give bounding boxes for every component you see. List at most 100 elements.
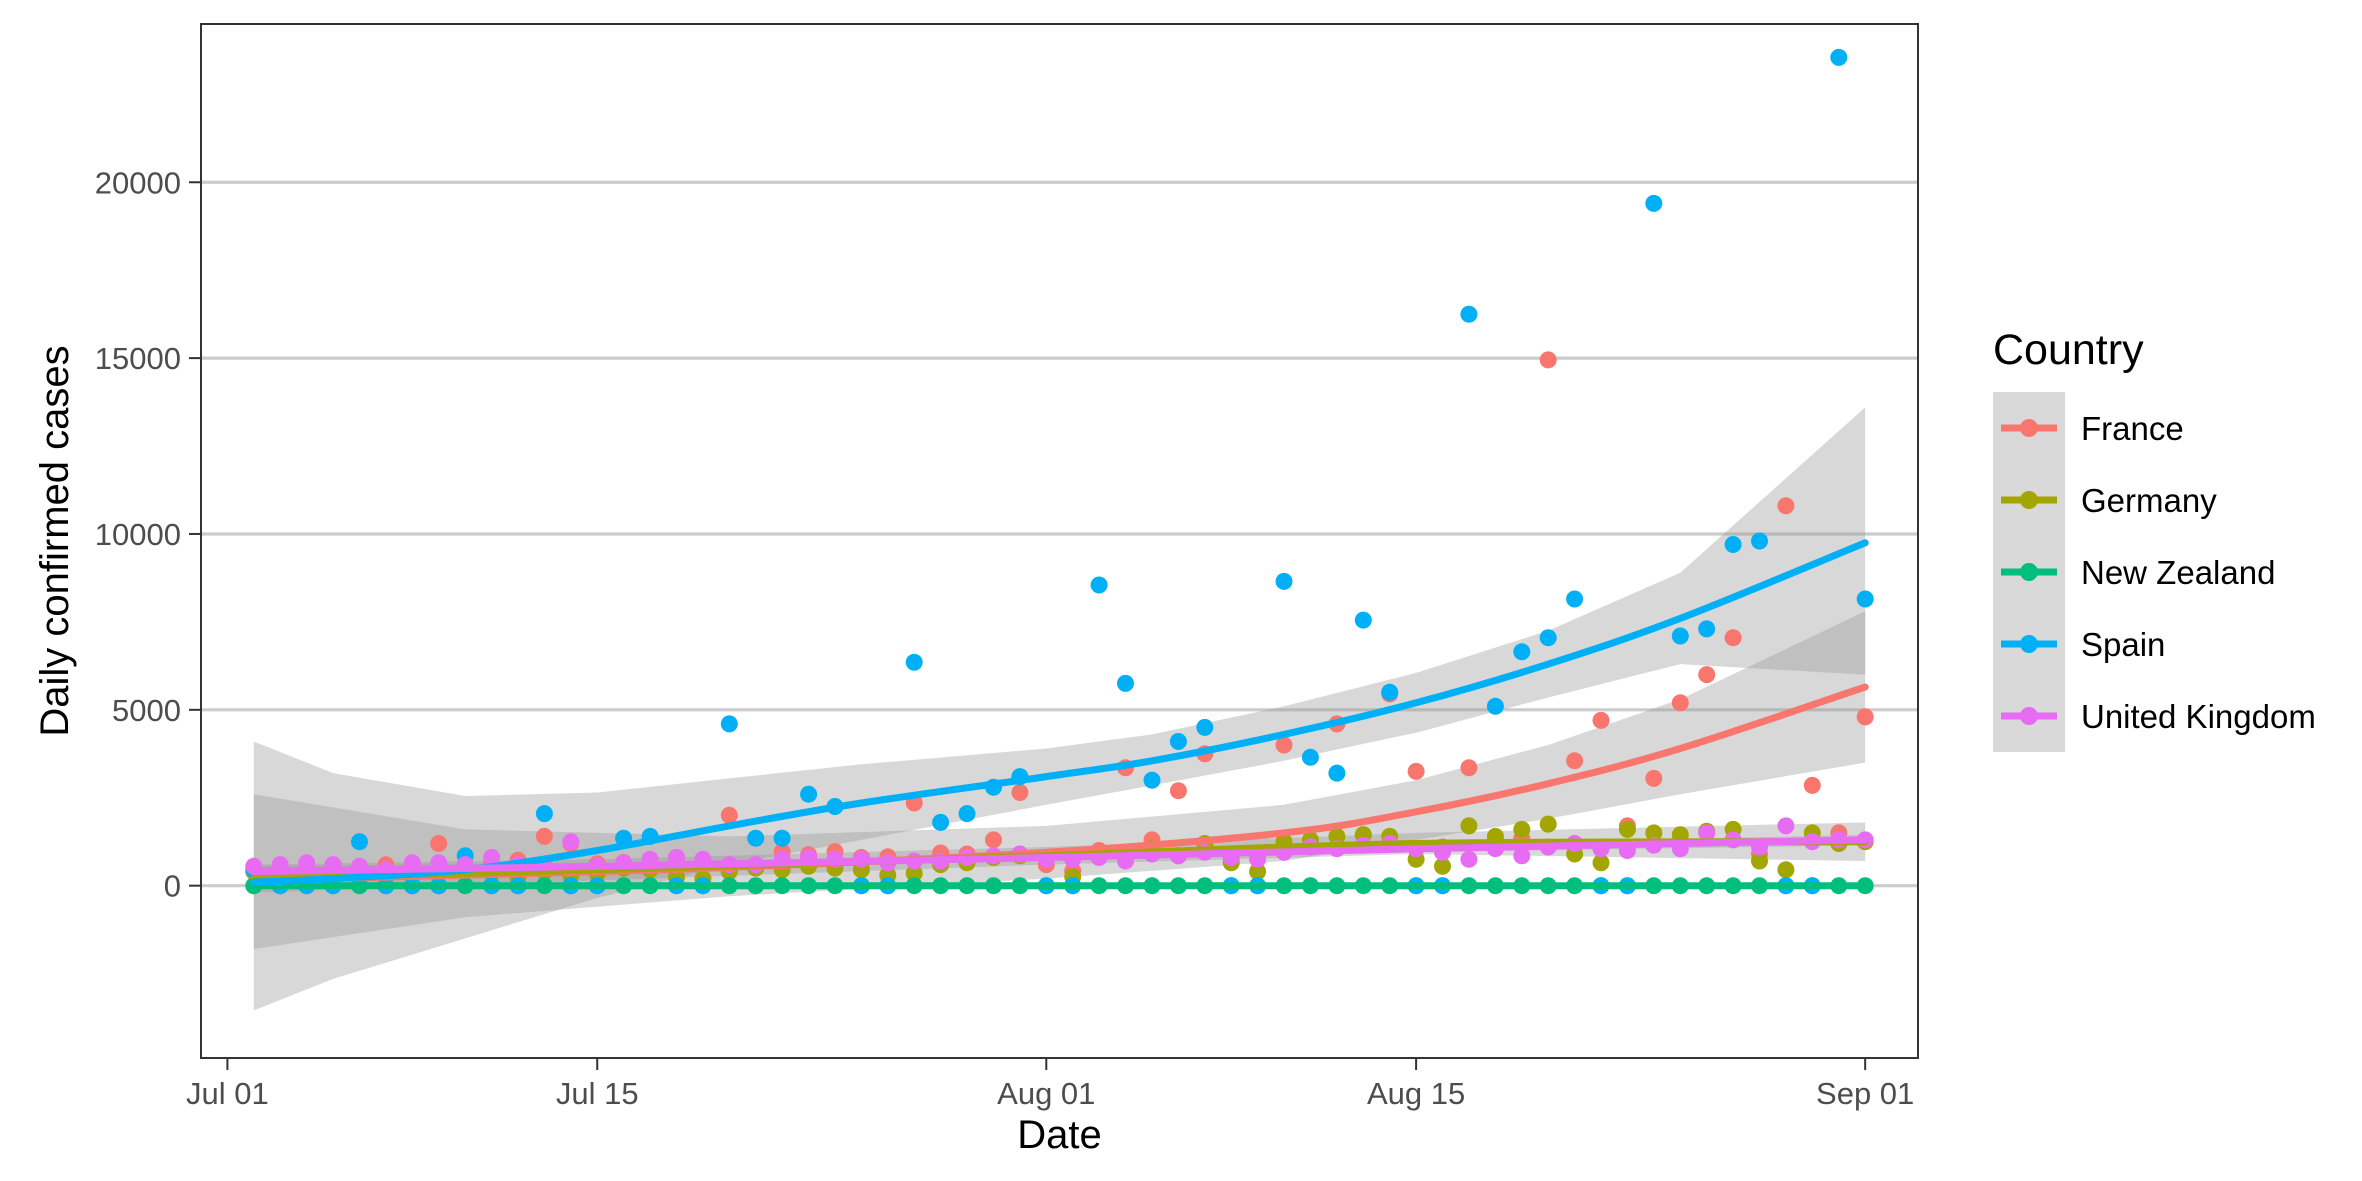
point-spain <box>1169 733 1187 750</box>
point-spain <box>1698 620 1716 638</box>
point-united-kingdom <box>483 849 501 866</box>
point-spain <box>535 805 553 823</box>
point-germany <box>1777 861 1795 879</box>
point-spain <box>1751 532 1768 550</box>
point-germany <box>1592 854 1610 872</box>
point-france <box>985 831 1002 849</box>
legend-key-point <box>2020 635 2038 653</box>
point-germany <box>1513 820 1531 838</box>
point-spain <box>773 829 791 847</box>
legend-key-point <box>2020 419 2038 437</box>
y-tick-label: 5000 <box>112 693 181 728</box>
point-spain <box>1117 674 1134 692</box>
y-tick-label: 20000 <box>95 165 181 200</box>
legend-key-point <box>2020 563 2038 581</box>
point-germany <box>1434 857 1451 875</box>
point-spain <box>1143 771 1161 789</box>
trend-line-united-kingdom <box>250 836 1869 876</box>
point-france <box>1460 759 1478 777</box>
point-spain <box>1381 683 1399 701</box>
point-spain <box>800 785 818 803</box>
point-spain <box>1856 590 1874 608</box>
y-axis-ticks: 0 5000 10000 15000 20000 <box>95 165 201 904</box>
point-france <box>1011 784 1029 801</box>
point-france <box>720 806 738 824</box>
legend-title: Country <box>1993 326 2144 374</box>
x-tick-label: Aug 15 <box>1367 1076 1465 1111</box>
point-spain <box>1275 572 1293 590</box>
point-spain <box>1354 611 1372 629</box>
point-germany <box>1460 817 1478 835</box>
point-spain <box>1724 536 1742 553</box>
point-united-kingdom <box>298 854 316 872</box>
legend-key-point <box>2020 491 2038 509</box>
x-axis-ticks: Jul 01 Jul 15 Aug 01 Aug 15 Sep 01 <box>186 1058 1914 1111</box>
point-france <box>1645 769 1663 787</box>
point-spain <box>1090 576 1108 594</box>
legend-key-point <box>2020 707 2038 725</box>
x-axis-title: Date <box>1017 1113 1102 1157</box>
point-france <box>430 835 448 852</box>
point-spain <box>747 829 765 847</box>
panel-border <box>200 23 1919 1059</box>
legend-label: New Zealand <box>2081 554 2275 591</box>
y-tick-label: 0 <box>164 869 181 904</box>
point-spain <box>1513 643 1531 661</box>
legend-label: Spain <box>2081 626 2165 663</box>
point-france <box>1803 776 1821 794</box>
point-spain <box>1830 48 1848 66</box>
point-spain <box>1301 748 1319 766</box>
y-tick-label: 10000 <box>95 517 181 552</box>
legend-label: Germany <box>2081 482 2217 519</box>
point-germany <box>1645 824 1663 842</box>
point-germany <box>1328 827 1346 845</box>
point-spain <box>351 833 368 851</box>
point-france <box>1698 666 1716 684</box>
point-france <box>1539 351 1557 369</box>
x-tick-label: Jul 01 <box>186 1076 269 1111</box>
point-spain <box>1196 718 1214 736</box>
point-spain <box>932 813 950 831</box>
point-united-kingdom <box>1698 824 1716 842</box>
point-france <box>1407 762 1425 780</box>
legend-label: France <box>2081 410 2184 447</box>
point-spain <box>1328 764 1346 782</box>
point-united-kingdom <box>562 833 580 851</box>
trend-lines <box>250 539 1869 890</box>
point-spain <box>1566 590 1584 608</box>
point-united-kingdom <box>1513 847 1531 865</box>
point-spain <box>720 715 738 733</box>
point-spain <box>1460 305 1478 323</box>
x-tick-label: Aug 01 <box>997 1076 1095 1111</box>
point-spain <box>1645 194 1663 212</box>
point-france <box>1671 694 1689 712</box>
x-tick-label: Sep 01 <box>1816 1076 1914 1111</box>
point-france <box>1566 752 1584 770</box>
point-france <box>1169 782 1187 800</box>
point-germany <box>1539 815 1557 833</box>
point-spain <box>1486 697 1504 715</box>
y-axis-title: Daily confirmed cases <box>33 345 77 736</box>
legend-label: United Kingdom <box>2081 698 2316 735</box>
point-france <box>535 827 553 845</box>
point-united-kingdom <box>1777 817 1795 835</box>
point-germany <box>1618 820 1636 838</box>
y-tick-label: 15000 <box>95 341 181 376</box>
point-france <box>1856 708 1874 726</box>
point-spain <box>1671 627 1689 645</box>
legend: France Germany New Zealand Spain United King… <box>1993 392 2316 752</box>
point-france <box>1777 497 1795 515</box>
point-france <box>1275 736 1293 754</box>
point-spain <box>905 653 923 671</box>
point-france <box>1724 629 1742 647</box>
point-spain <box>958 805 976 823</box>
point-germany <box>905 864 923 882</box>
point-germany <box>1249 863 1267 881</box>
point-united-kingdom <box>1460 850 1478 868</box>
point-spain <box>1539 629 1557 647</box>
point-france <box>1592 711 1610 729</box>
point-germany <box>1751 852 1768 870</box>
